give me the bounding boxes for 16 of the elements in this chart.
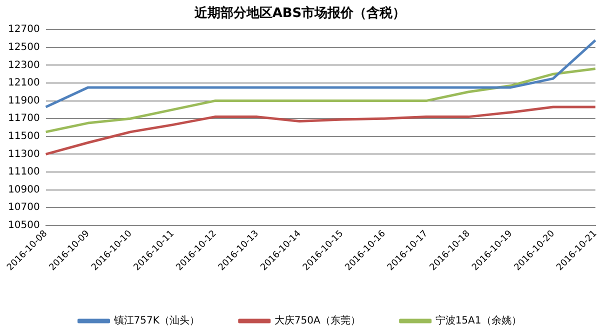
- y-tick-label: 12500: [8, 42, 40, 53]
- y-tick-label: 11500: [8, 130, 40, 142]
- y-tick-label: 10900: [8, 184, 40, 196]
- legend-label: 镇江757K（汕头）: [112, 314, 200, 327]
- y-tick-label: 10700: [8, 202, 40, 214]
- y-tick-label: 12100: [8, 78, 40, 89]
- y-tick-label: 11100: [8, 166, 40, 178]
- legend-label: 大庆750A（东莞）: [274, 314, 360, 327]
- y-tick-label: 12300: [8, 60, 40, 71]
- y-tick-label: 11300: [8, 148, 40, 160]
- y-tick-label: 10500: [8, 220, 40, 231]
- chart-title: 近期部分地区ABS市场报价（含税）: [193, 5, 406, 22]
- legend-label: 宁波15A1（余姚）: [435, 314, 522, 327]
- y-tick-label: 11700: [8, 113, 40, 124]
- y-tick-label: 12700: [8, 24, 40, 36]
- y-tick-label: 11900: [8, 95, 40, 106]
